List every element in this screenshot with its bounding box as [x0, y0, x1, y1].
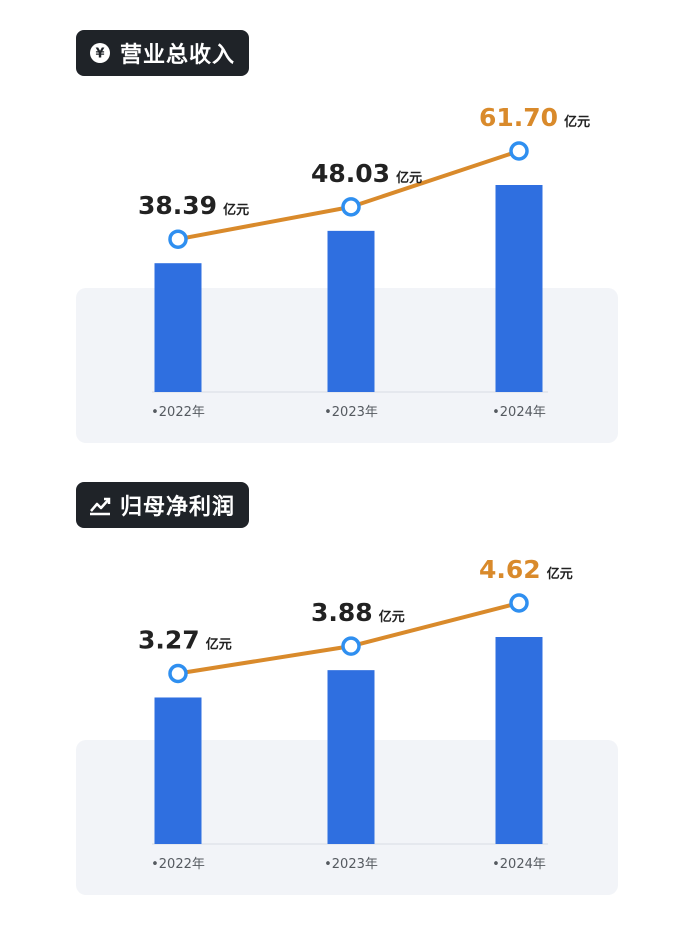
data-label-unit: 亿元 — [379, 609, 405, 625]
data-label-value: 3.27 — [138, 625, 200, 654]
bar-2022年 — [154, 263, 202, 392]
revenue-chart: •2022年 •2023年 •2024年 38.39 亿元 48.03 亿元 61.70 亿元 — [76, 103, 618, 443]
data-label: 61.70 亿元 — [479, 103, 590, 132]
data-label: 48.03 亿元 — [311, 159, 422, 188]
x-tick-label: •2024年 — [492, 857, 546, 872]
data-label-unit: 亿元 — [564, 114, 590, 130]
data-label: 38.39 亿元 — [138, 191, 249, 220]
x-tick-label: •2023年 — [324, 857, 378, 872]
data-label-value: 48.03 — [311, 159, 390, 188]
line-point — [509, 141, 529, 161]
data-label-unit: 亿元 — [223, 202, 249, 218]
svg-text:¥: ¥ — [95, 47, 104, 62]
bar-2022年 — [154, 697, 202, 844]
line-point — [168, 229, 188, 249]
data-label: 4.62 亿元 — [479, 555, 573, 584]
x-tick-label: •2022年 — [151, 857, 205, 872]
net-profit-chart: •2022年 •2023年 •2024年 3.27 亿元 3.88 亿元 4.62 亿元 — [76, 555, 618, 895]
data-label-value: 4.62 — [479, 555, 541, 584]
line-point — [341, 636, 361, 656]
line-point — [341, 197, 361, 217]
trend-chart-icon — [88, 493, 112, 517]
data-label-value: 38.39 — [138, 191, 217, 220]
data-label: 3.27 亿元 — [138, 625, 232, 654]
line-point — [168, 663, 188, 684]
data-label-value: 3.88 — [311, 598, 373, 627]
x-tick-label: •2023年 — [324, 405, 378, 420]
bar-2023年 — [327, 230, 375, 392]
bar-2024年 — [495, 637, 543, 844]
x-tick-label: •2022年 — [151, 405, 205, 420]
chart-title-text: 营业总收入 — [120, 43, 236, 68]
data-label-value: 61.70 — [479, 103, 558, 132]
data-label-unit: 亿元 — [547, 566, 573, 582]
data-label-unit: 亿元 — [396, 170, 422, 186]
data-label-unit: 亿元 — [206, 636, 232, 652]
chart-title-net-profit: 归母净利润 — [76, 482, 250, 528]
chart-title-revenue: ¥ 营业总收入 — [76, 30, 250, 76]
bar-2023年 — [327, 670, 375, 844]
bar-2024年 — [495, 185, 543, 392]
x-tick-label: •2024年 — [492, 405, 546, 420]
data-label: 3.88 亿元 — [311, 598, 405, 627]
yen-icon: ¥ — [88, 41, 112, 65]
line-point — [509, 593, 529, 613]
chart-title-text: 归母净利润 — [120, 495, 236, 520]
